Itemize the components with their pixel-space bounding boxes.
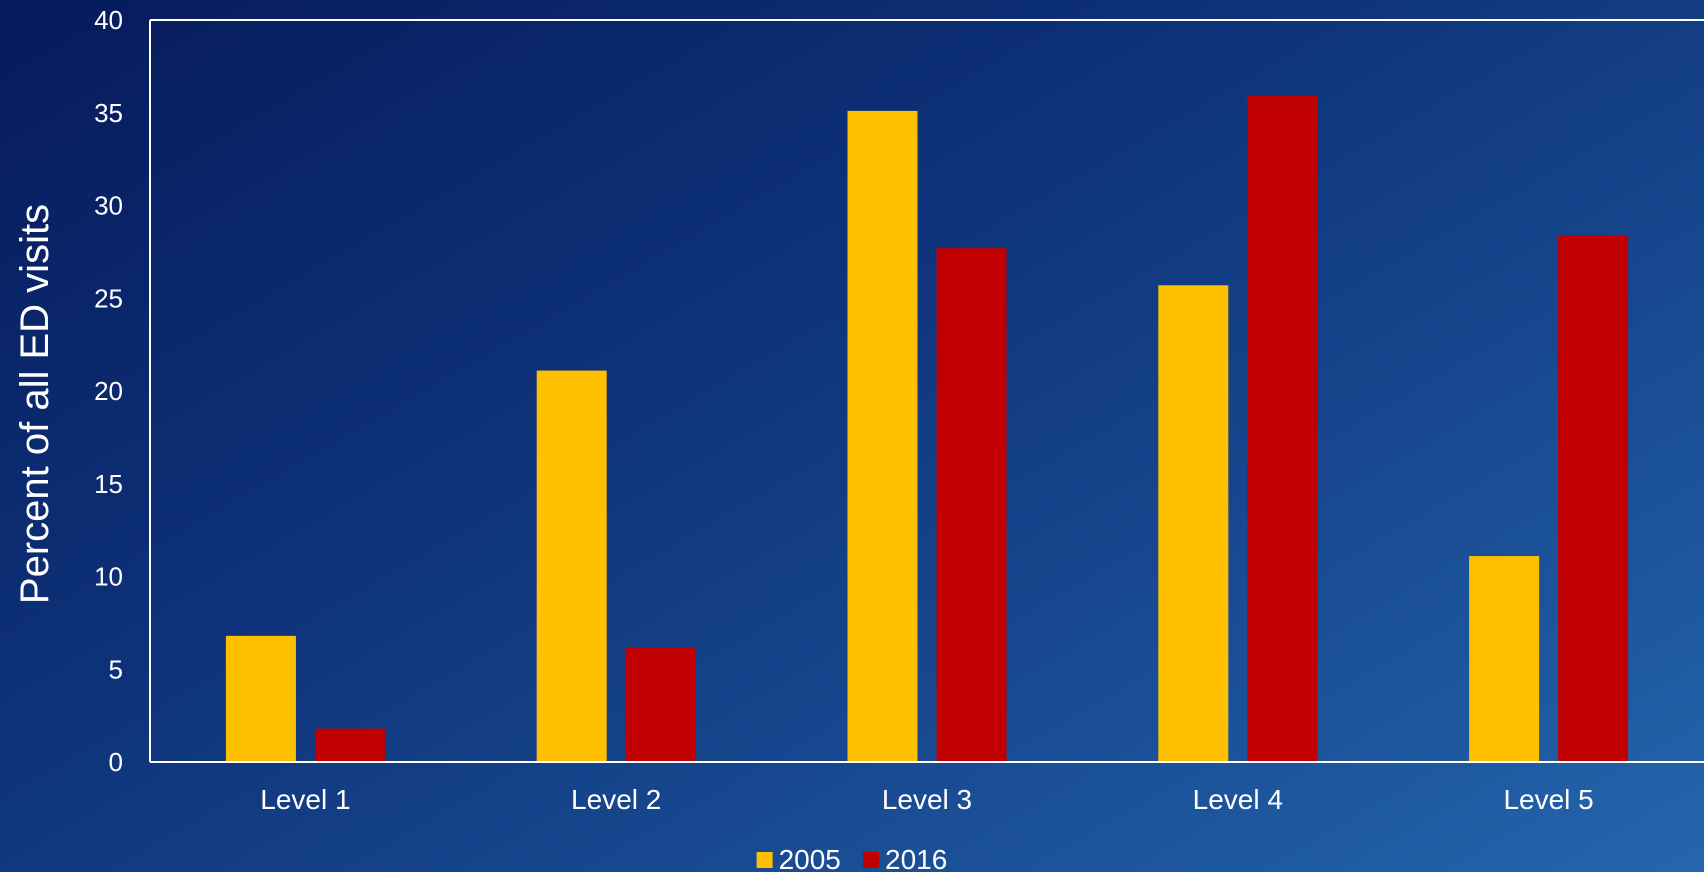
y-tick-label: 30 xyxy=(94,191,123,221)
legend-label: 2005 xyxy=(779,844,841,872)
legend-swatch-2005 xyxy=(756,852,773,868)
x-tick-label: Level 5 xyxy=(1503,784,1593,815)
bar-2016-level-1 xyxy=(314,728,385,762)
bar-2005-level-1 xyxy=(225,635,296,762)
bar-2016-level-5 xyxy=(1558,235,1629,762)
bar-series xyxy=(225,96,1629,763)
y-tick-label: 5 xyxy=(109,654,123,684)
bar-2005-level-2 xyxy=(536,370,607,762)
legend-swatch-2016 xyxy=(863,852,879,868)
y-tick-label: 20 xyxy=(94,376,123,406)
x-tick-label: Level 1 xyxy=(260,784,350,815)
y-tick-label: 15 xyxy=(94,469,123,499)
y-tick-label: 0 xyxy=(109,747,123,777)
bar-2005-level-4 xyxy=(1158,285,1229,762)
category-labels: Level 1 Level 2 Level 3 Level 4 Level 5 xyxy=(260,784,1593,815)
bar-2016-level-3 xyxy=(936,248,1007,763)
y-tick-label: 25 xyxy=(94,283,123,313)
bar-2016-level-2 xyxy=(625,646,696,762)
legend-label: 2016 xyxy=(885,844,947,872)
legend: 2005 2016 xyxy=(756,844,947,872)
x-tick-label: Level 2 xyxy=(571,784,661,815)
x-tick-label: Level 4 xyxy=(1193,784,1283,815)
bar-2005-level-3 xyxy=(847,110,918,762)
y-tick-label: 40 xyxy=(94,5,123,35)
y-axis-title: Percent of all ED visits xyxy=(13,204,57,604)
x-tick-label: Level 3 xyxy=(882,784,972,815)
y-tick-label: 35 xyxy=(94,98,123,128)
y-tick-labels: 0 5 10 15 20 25 30 35 40 xyxy=(94,5,123,777)
bar-2016-level-4 xyxy=(1247,96,1318,763)
bar-2005-level-5 xyxy=(1469,556,1540,762)
y-tick-label: 10 xyxy=(94,562,123,592)
